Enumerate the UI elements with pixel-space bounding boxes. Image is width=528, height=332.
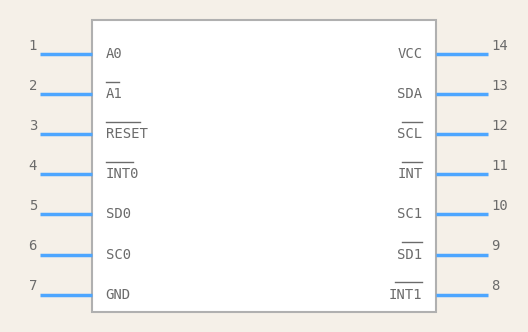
Text: A1: A1 [106, 87, 122, 101]
Text: 9: 9 [491, 239, 499, 253]
Text: 5: 5 [29, 199, 37, 213]
Text: 13: 13 [491, 79, 508, 93]
Text: GND: GND [106, 288, 131, 301]
Text: 7: 7 [29, 279, 37, 293]
Text: SD1: SD1 [397, 248, 422, 262]
Text: 8: 8 [491, 279, 499, 293]
Text: SD0: SD0 [106, 208, 131, 221]
Text: INT1: INT1 [389, 288, 422, 301]
Text: 10: 10 [491, 199, 508, 213]
Text: 6: 6 [29, 239, 37, 253]
Text: RESET: RESET [106, 127, 147, 141]
Text: INT: INT [397, 167, 422, 182]
Text: A0: A0 [106, 47, 122, 61]
Bar [92, 20, 436, 312]
Text: 11: 11 [491, 159, 508, 173]
Text: 1: 1 [29, 39, 37, 53]
Text: 14: 14 [491, 39, 508, 53]
Text: SC0: SC0 [106, 248, 131, 262]
Text: INT0: INT0 [106, 167, 139, 182]
Text: 12: 12 [491, 119, 508, 133]
Text: SDA: SDA [397, 87, 422, 101]
Text: 4: 4 [29, 159, 37, 173]
Text: 3: 3 [29, 119, 37, 133]
Text: 2: 2 [29, 79, 37, 93]
Text: SCL: SCL [397, 127, 422, 141]
Text: SC1: SC1 [397, 208, 422, 221]
Text: VCC: VCC [397, 47, 422, 61]
